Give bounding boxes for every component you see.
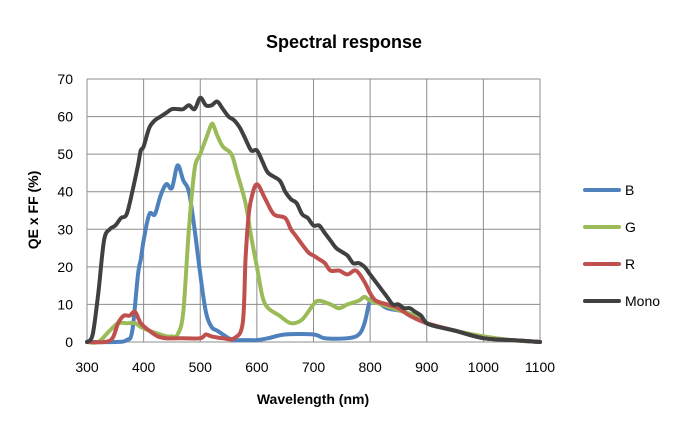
y-tick-label: 60 [57, 109, 73, 125]
legend-label-g: G [625, 219, 636, 235]
legend: B G R Mono [583, 182, 660, 309]
legend-label-r: R [625, 256, 635, 272]
y-tick-label: 50 [57, 146, 73, 162]
x-tick-label: 1100 [525, 359, 555, 375]
x-tick-label: 300 [75, 359, 99, 375]
x-tick-label: 800 [358, 359, 382, 375]
x-tick-label: 600 [245, 359, 269, 375]
legend-label-b: B [625, 182, 634, 198]
y-tick-label: 30 [57, 221, 73, 237]
x-tick-label: 400 [132, 359, 156, 375]
y-tick-label: 70 [57, 71, 73, 87]
series-line-mono [85, 95, 542, 344]
legend-label-mono: Mono [625, 293, 660, 309]
x-tick-label: 1000 [468, 359, 499, 375]
x-tick-label: 700 [302, 359, 326, 375]
y-axis-label: QE x FF (%) [25, 171, 41, 250]
series-line-r [85, 182, 542, 345]
x-tick-label: 500 [189, 359, 213, 375]
x-tick-label: 900 [415, 359, 439, 375]
chart-title: Spectral response [266, 32, 422, 52]
y-tick-label: 20 [57, 259, 73, 275]
x-axis-label: Wavelength (nm) [257, 391, 369, 407]
axis-ticks: 0 10 20 30 40 50 60 70 300 400 500 600 700 800 900 1000… [57, 71, 555, 375]
y-tick-label: 40 [57, 184, 73, 200]
y-tick-label: 10 [57, 296, 73, 312]
series-lines [85, 95, 542, 345]
y-tick-label: 0 [65, 334, 73, 350]
